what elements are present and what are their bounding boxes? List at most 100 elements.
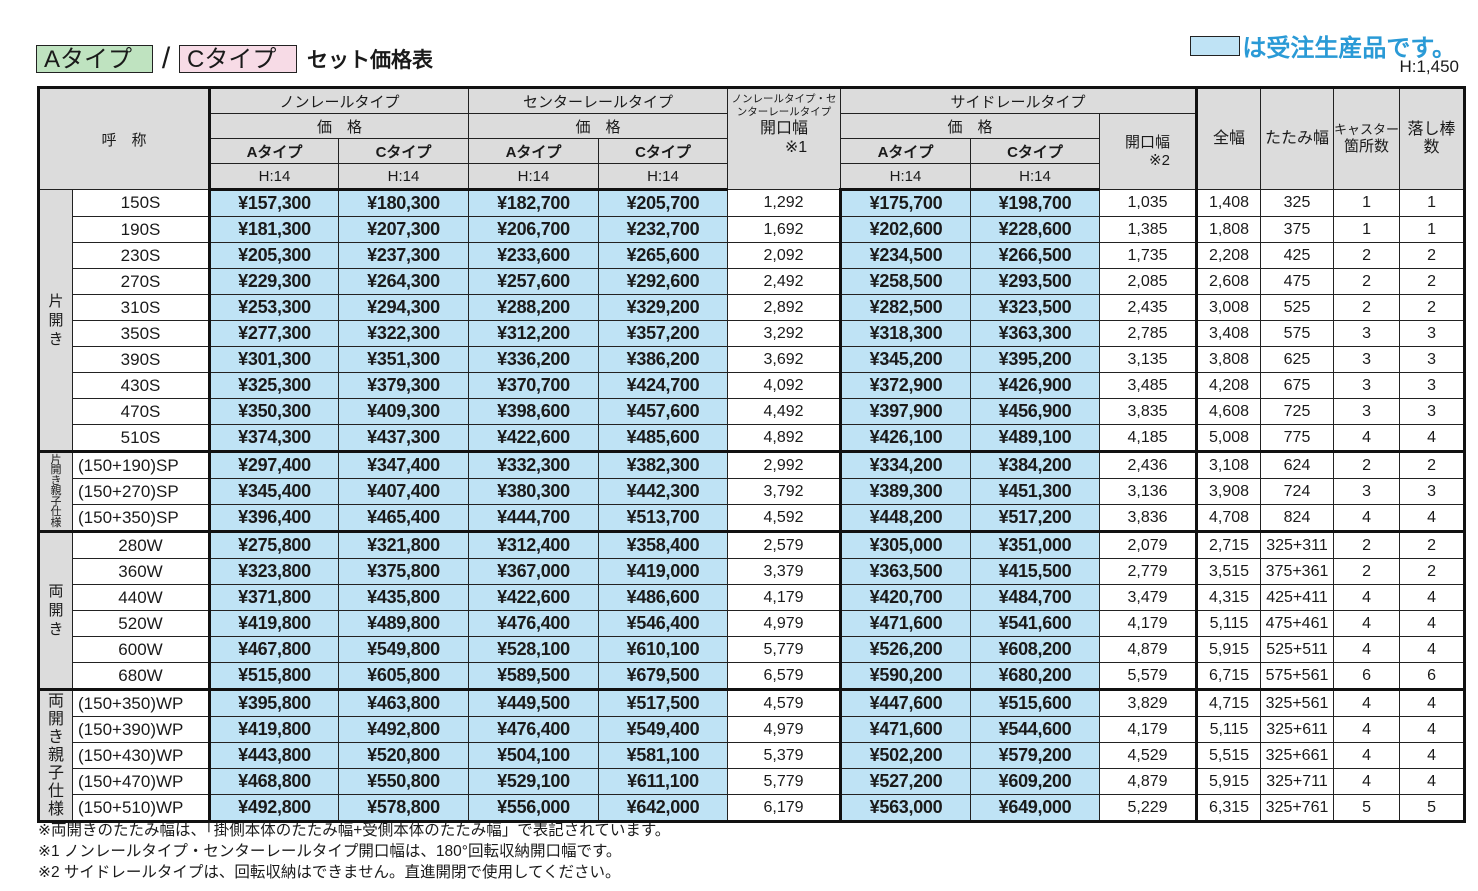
total-width: 1,408 [1195, 189, 1262, 217]
price-nonrail-c: ¥435,800 [338, 584, 470, 611]
title-slash: / [161, 42, 171, 75]
col-header-opening1: ノンレールタイプ・センターレールタイプ 開口幅 ※1 [727, 87, 842, 190]
folded-width: 375+361 [1260, 558, 1335, 585]
price-side-a: ¥527,200 [840, 768, 972, 795]
col-header-center-a: Aタイプ [468, 138, 600, 164]
price-nonrail-a: ¥371,800 [209, 584, 340, 611]
caster-count: 2 [1333, 268, 1401, 295]
group-label: 片開き [37, 189, 74, 452]
table-row: 390S ¥301,300 ¥351,300 ¥336,200 ¥386,200 3,69… [39, 346, 1466, 373]
price-nonrail-a: ¥275,800 [209, 530, 340, 559]
opening-width-1: 5,779 [727, 768, 843, 795]
opening-width-1: 4,092 [727, 372, 843, 399]
price-center-c: ¥517,500 [598, 688, 729, 717]
opening-width-2: 4,179 [1099, 610, 1198, 637]
col-header-nonrail-c: Cタイプ [338, 138, 470, 164]
col-header-nonrail: ノンレールタイプ [209, 87, 470, 114]
product-name: 470S [72, 398, 212, 425]
price-nonrail-a: ¥277,300 [209, 320, 340, 347]
price-table-body: 片開き 150S ¥157,300 ¥180,300 ¥182,700 ¥205,700 1… [37, 189, 1466, 822]
folded-width: 725 [1260, 398, 1335, 425]
price-side-a: ¥426,100 [840, 424, 972, 452]
total-width: 5,915 [1195, 768, 1262, 795]
folded-width: 525 [1260, 294, 1335, 321]
price-table: 呼 称 ノンレールタイプ センターレールタイプ ノンレールタイプ・センターレール… [37, 86, 1467, 823]
price-side-c: ¥484,700 [970, 584, 1101, 611]
product-name: 310S [72, 294, 212, 321]
price-center-c: ¥581,100 [598, 742, 729, 769]
opening-width-1: 1,692 [727, 216, 843, 243]
drop-bar-count: 4 [1399, 610, 1466, 637]
caster-count: 4 [1333, 424, 1401, 452]
price-side-c: ¥323,500 [970, 294, 1101, 321]
folded-width: 525+511 [1260, 636, 1335, 663]
price-side-a: ¥471,600 [840, 716, 972, 743]
bars-label-2: 数 [1423, 139, 1440, 156]
table-row: 片開き親子仕様 (150+190)SP ¥297,400 ¥347,400 ¥332,3… [37, 450, 1466, 532]
drop-bar-count: 3 [1399, 346, 1466, 373]
folded-width: 775 [1260, 424, 1335, 452]
caster-count: 4 [1333, 584, 1401, 611]
price-nonrail-a: ¥395,800 [209, 688, 340, 717]
price-side-c: ¥649,000 [970, 794, 1101, 822]
product-name: 390S [72, 346, 212, 373]
drop-bar-count: 2 [1399, 450, 1466, 479]
col-header-nonrail-a-h: H:14 [209, 163, 340, 191]
price-nonrail-a: ¥205,300 [209, 242, 340, 269]
table-row: 両開き親子仕様 (150+350)WP ¥395,800 ¥463,800 ¥449,5… [37, 688, 1466, 822]
price-side-a: ¥397,900 [840, 398, 972, 425]
price-center-c: ¥457,600 [598, 398, 729, 425]
caster-count: 2 [1333, 450, 1401, 479]
total-width: 5,008 [1195, 424, 1262, 452]
price-center-a: ¥288,200 [468, 294, 600, 321]
price-nonrail-a: ¥492,800 [209, 794, 340, 822]
price-nonrail-a: ¥253,300 [209, 294, 340, 321]
opening-width-2: 2,079 [1099, 530, 1198, 559]
footnote: ※両開きのたたみ幅は、「掛側本体のたたみ幅+受側本体のたたみ幅」で表記されていま… [38, 822, 671, 839]
folded-width: 475 [1260, 268, 1335, 295]
price-nonrail-c: ¥375,800 [338, 558, 470, 585]
opening-width-2: 2,785 [1099, 320, 1198, 347]
col-header-nonrail-c-h: H:14 [338, 163, 470, 191]
price-side-c: ¥363,300 [970, 320, 1101, 347]
caster-count: 2 [1333, 242, 1401, 269]
col-header-center: センターレールタイプ [468, 87, 729, 114]
drop-bar-count: 1 [1399, 189, 1466, 217]
opening-width-2: 3,135 [1099, 346, 1198, 373]
drop-bar-count: 4 [1399, 584, 1466, 611]
drop-bar-count: 2 [1399, 268, 1466, 295]
price-center-c: ¥357,200 [598, 320, 729, 347]
price-side-a: ¥334,200 [840, 450, 972, 479]
price-nonrail-a: ¥374,300 [209, 424, 340, 452]
price-side-a: ¥282,500 [840, 294, 972, 321]
table-row: 270S ¥229,300 ¥264,300 ¥257,600 ¥292,600 2,49… [39, 268, 1466, 295]
col-header-side-price: 価 格 [840, 113, 1101, 139]
price-center-c: ¥611,100 [598, 768, 729, 795]
price-nonrail-a: ¥468,800 [209, 768, 340, 795]
price-nonrail-c: ¥409,300 [338, 398, 470, 425]
type-a-badge: Aタイプ [36, 45, 153, 73]
price-nonrail-a: ¥323,800 [209, 558, 340, 585]
opening-width-2: 2,779 [1099, 558, 1198, 585]
opening1-note: ※1 [784, 139, 808, 156]
col-header-bars: 落し棒 数 [1399, 87, 1466, 190]
price-side-c: ¥228,600 [970, 216, 1101, 243]
product-name: (150+470)WP [72, 768, 212, 795]
folded-width: 475+461 [1260, 610, 1335, 637]
price-center-a: ¥206,700 [468, 216, 600, 243]
price-nonrail-c: ¥322,300 [338, 320, 470, 347]
opening-width-1: 2,092 [727, 242, 843, 269]
total-width: 5,915 [1195, 636, 1262, 663]
price-center-c: ¥329,200 [598, 294, 729, 321]
price-nonrail-c: ¥549,800 [338, 636, 470, 663]
price-center-a: ¥336,200 [468, 346, 600, 373]
price-nonrail-c: ¥264,300 [338, 268, 470, 295]
price-center-c: ¥610,100 [598, 636, 729, 663]
opening-width-1: 3,292 [727, 320, 843, 347]
price-side-c: ¥198,700 [970, 189, 1101, 217]
legend-text: は受注生産品です。 [1242, 35, 1456, 62]
total-width: 4,715 [1195, 688, 1262, 717]
price-center-c: ¥642,000 [598, 794, 729, 822]
price-side-a: ¥447,600 [840, 688, 972, 717]
caster-count: 5 [1333, 794, 1401, 822]
